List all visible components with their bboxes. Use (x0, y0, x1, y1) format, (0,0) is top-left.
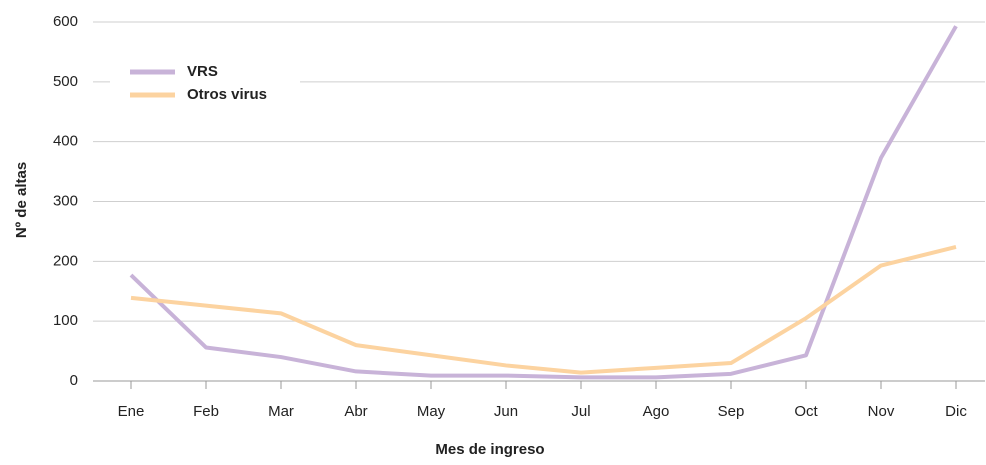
x-tick-label: Mar (268, 403, 294, 420)
x-tick-label: Nov (868, 403, 895, 420)
legend-label: VRS (187, 63, 218, 80)
y-tick-label: 600 (53, 13, 78, 30)
y-axis-label: Nº de altas (13, 162, 30, 238)
x-tick-label: Feb (193, 403, 219, 420)
y-tick-label: 400 (53, 133, 78, 150)
line-series (130, 245, 957, 375)
x-tick-label: Jul (571, 403, 590, 420)
x-tick-label: Sep (718, 403, 745, 420)
y-tick-label: 300 (53, 192, 78, 209)
y-tick-label: 100 (53, 312, 78, 329)
x-tick-label: Abr (344, 403, 367, 420)
y-tick-label: 500 (53, 73, 78, 90)
x-tick-label: Oct (794, 403, 818, 420)
x-tick-label: Ago (643, 403, 670, 420)
legend-box (110, 58, 300, 110)
line-series (129, 25, 958, 380)
legend-label: Otros virus (187, 86, 267, 103)
x-tick-label: Ene (118, 403, 145, 420)
y-tick-label: 200 (53, 252, 78, 269)
x-axis-label: Mes de ingreso (435, 441, 544, 458)
y-tick-label: 0 (70, 372, 78, 389)
x-tick-label: Dic (945, 403, 967, 420)
x-tick-label: Jun (494, 403, 518, 420)
x-tick-label: May (417, 403, 446, 420)
